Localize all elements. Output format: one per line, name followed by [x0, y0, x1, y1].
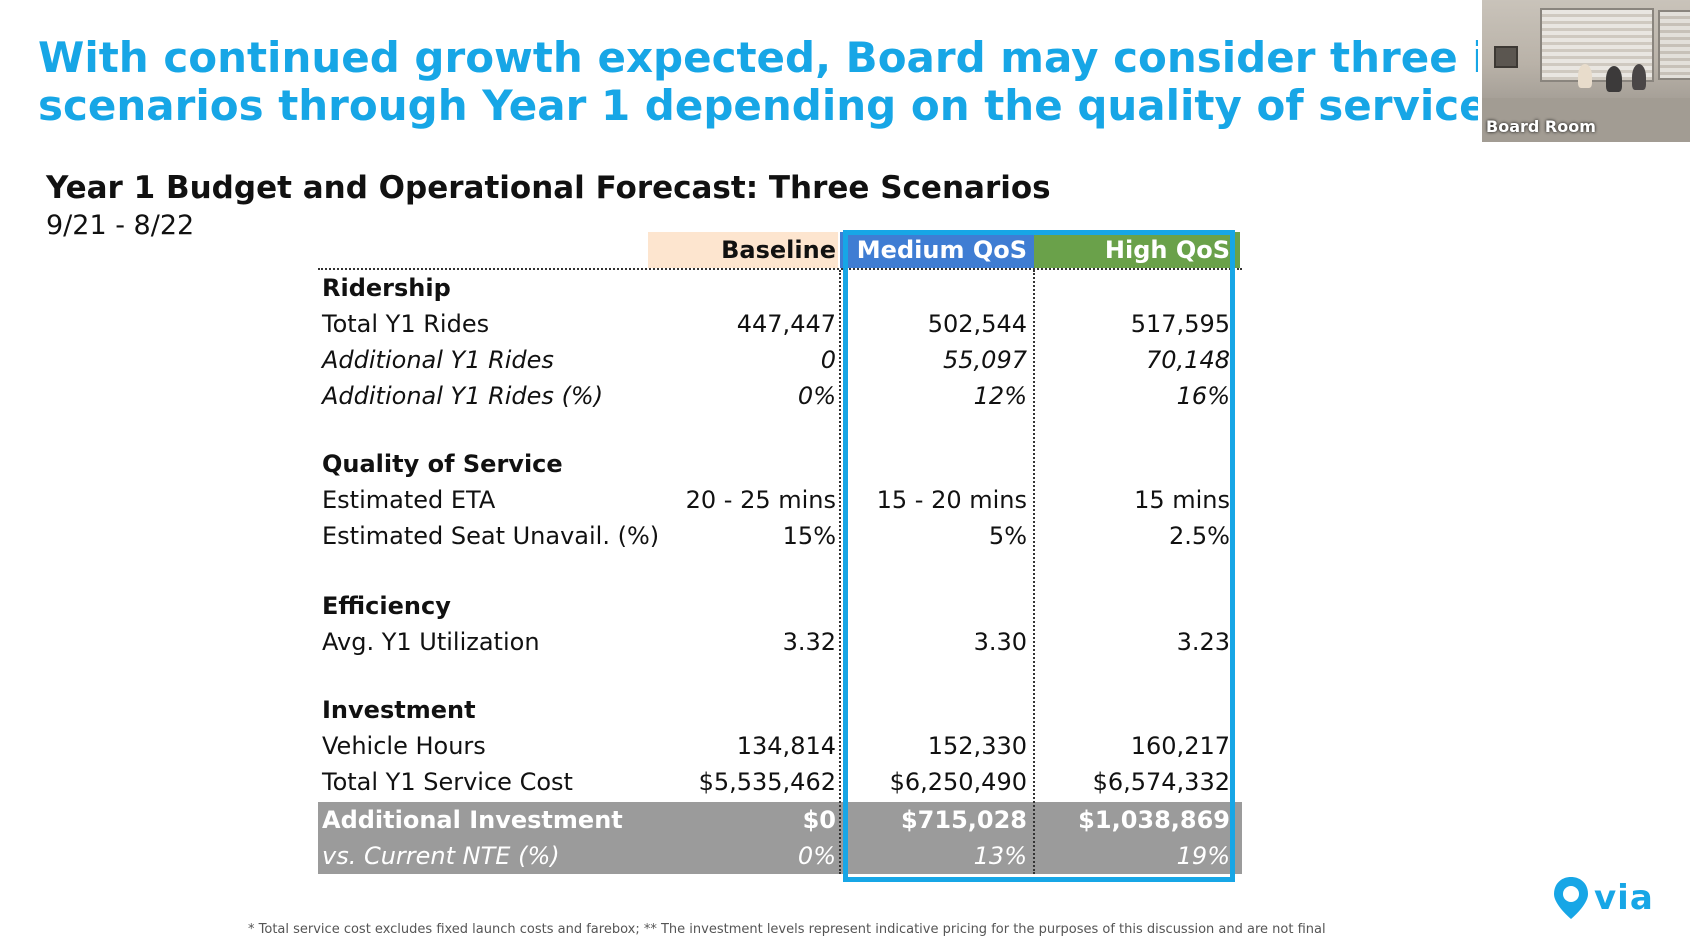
- window-blinds-right: [1658, 10, 1690, 80]
- section-row: Investment: [318, 692, 1242, 728]
- column-divider: [1033, 270, 1035, 874]
- cell-medium: 55,097: [943, 346, 1027, 374]
- header-medium-qos: Medium QoS: [856, 236, 1027, 264]
- section-row: Efficiency: [318, 588, 1242, 624]
- cell-high: 517,595: [1130, 310, 1230, 338]
- cell-medium: 13%: [973, 842, 1027, 870]
- cell-baseline: 0%: [797, 382, 836, 410]
- row-label: Additional Investment: [322, 806, 623, 834]
- cell-baseline: 15%: [782, 522, 836, 550]
- footnote: * Total service cost excludes fixed laun…: [248, 922, 1326, 937]
- cell-high: 70,148: [1146, 346, 1230, 374]
- video-label: Board Room: [1486, 117, 1596, 136]
- table-row: Vehicle Hours 134,814 152,330 160,217: [318, 728, 1242, 764]
- participant: [1606, 66, 1622, 92]
- scenario-highlight-box: [843, 230, 1235, 882]
- section-title: Ridership: [322, 274, 451, 302]
- cell-high: $1,038,869: [1078, 806, 1230, 834]
- cell-baseline: 3.32: [782, 628, 836, 656]
- section-title: Quality of Service: [322, 450, 563, 478]
- table-row: Avg. Y1 Utilization 3.32 3.30 3.23: [318, 624, 1242, 660]
- cell-medium: 12%: [973, 382, 1027, 410]
- cell-baseline: 134,814: [736, 732, 836, 760]
- section-title: Efficiency: [322, 592, 451, 620]
- row-label: Additional Y1 Rides (%): [322, 382, 604, 410]
- cell-baseline: 20 - 25 mins: [685, 486, 836, 514]
- row-label: vs. Current NTE (%): [322, 842, 560, 870]
- row-label: Estimated ETA: [322, 486, 496, 514]
- header-baseline-bg: [648, 232, 838, 268]
- cell-baseline: 447,447: [736, 310, 836, 338]
- participant: [1632, 64, 1646, 90]
- cell-high: 2.5%: [1169, 522, 1230, 550]
- location-pin-icon: [1554, 877, 1588, 919]
- table-row: Additional Y1 Rides (%) 0% 12% 16%: [318, 378, 1242, 414]
- row-label: Vehicle Hours: [322, 732, 486, 760]
- window-blinds: [1540, 8, 1654, 82]
- cell-high: 15 mins: [1134, 486, 1230, 514]
- row-label: Avg. Y1 Utilization: [322, 628, 540, 656]
- cell-baseline: $0: [802, 806, 836, 834]
- row-label: Total Y1 Service Cost: [322, 768, 573, 796]
- cell-medium: 3.30: [973, 628, 1027, 656]
- chart-title: Year 1 Budget and Operational Forecast: …: [46, 170, 1051, 206]
- row-label: Estimated Seat Unavail. (%): [322, 522, 660, 550]
- totals-band: Additional Investment $0 $715,028 $1,038…: [318, 802, 1242, 874]
- via-logo: via: [1552, 872, 1654, 924]
- cell-baseline: 0%: [797, 842, 836, 870]
- section-title: Investment: [322, 696, 476, 724]
- table-row: Total Y1 Rides 447,447 502,544 517,595: [318, 306, 1242, 342]
- table-row: Additional Y1 Rides 0 55,097 70,148: [318, 342, 1242, 378]
- video-thumbnail[interactable]: Board Room: [1482, 0, 1690, 142]
- cell-medium: 152,330: [927, 732, 1027, 760]
- cell-medium: 15 - 20 mins: [876, 486, 1027, 514]
- column-divider: [839, 270, 841, 874]
- cell-high: 3.23: [1176, 628, 1230, 656]
- header-medium-bg: [840, 232, 1034, 268]
- table-row: Estimated ETA 20 - 25 mins 15 - 20 mins …: [318, 482, 1242, 518]
- total-row: Additional Investment $0 $715,028 $1,038…: [318, 802, 1242, 838]
- wall-sign: [1494, 46, 1518, 68]
- table-row: Estimated Seat Unavail. (%) 15% 5% 2.5%: [318, 518, 1242, 554]
- cell-high: 19%: [1176, 842, 1230, 870]
- participant: [1578, 64, 1592, 88]
- header-divider: [318, 268, 1242, 270]
- chart-subtitle: 9/21 - 8/22: [46, 210, 195, 241]
- slide-title: With continued growth expected, Board ma…: [38, 34, 1478, 130]
- table-row: Total Y1 Service Cost $5,535,462 $6,250,…: [318, 764, 1242, 800]
- row-label: Additional Y1 Rides: [322, 346, 554, 374]
- cell-medium: 502,544: [927, 310, 1027, 338]
- cell-baseline: 0: [820, 346, 836, 374]
- cell-high: 16%: [1176, 382, 1230, 410]
- header-high-bg: [1034, 232, 1240, 268]
- cell-medium: $715,028: [900, 806, 1027, 834]
- total-row: vs. Current NTE (%) 0% 13% 19%: [318, 838, 1242, 874]
- cell-high: 160,217: [1130, 732, 1230, 760]
- cell-high: $6,574,332: [1092, 768, 1230, 796]
- slide-title-line1: With continued growth expected, Board ma…: [38, 34, 1478, 82]
- header-baseline: Baseline: [721, 236, 836, 264]
- section-row: Quality of Service: [318, 446, 1242, 482]
- cell-baseline: $5,535,462: [698, 768, 836, 796]
- desk: [1482, 98, 1690, 142]
- section-row: Ridership: [318, 270, 1242, 306]
- row-label: Total Y1 Rides: [322, 310, 490, 338]
- header-high-qos: High QoS: [1104, 236, 1230, 264]
- slide-title-line2: scenarios through Year 1 depending on th…: [38, 81, 1478, 130]
- cell-medium: 5%: [988, 522, 1027, 550]
- logo-text: via: [1594, 878, 1654, 918]
- cell-medium: $6,250,490: [889, 768, 1027, 796]
